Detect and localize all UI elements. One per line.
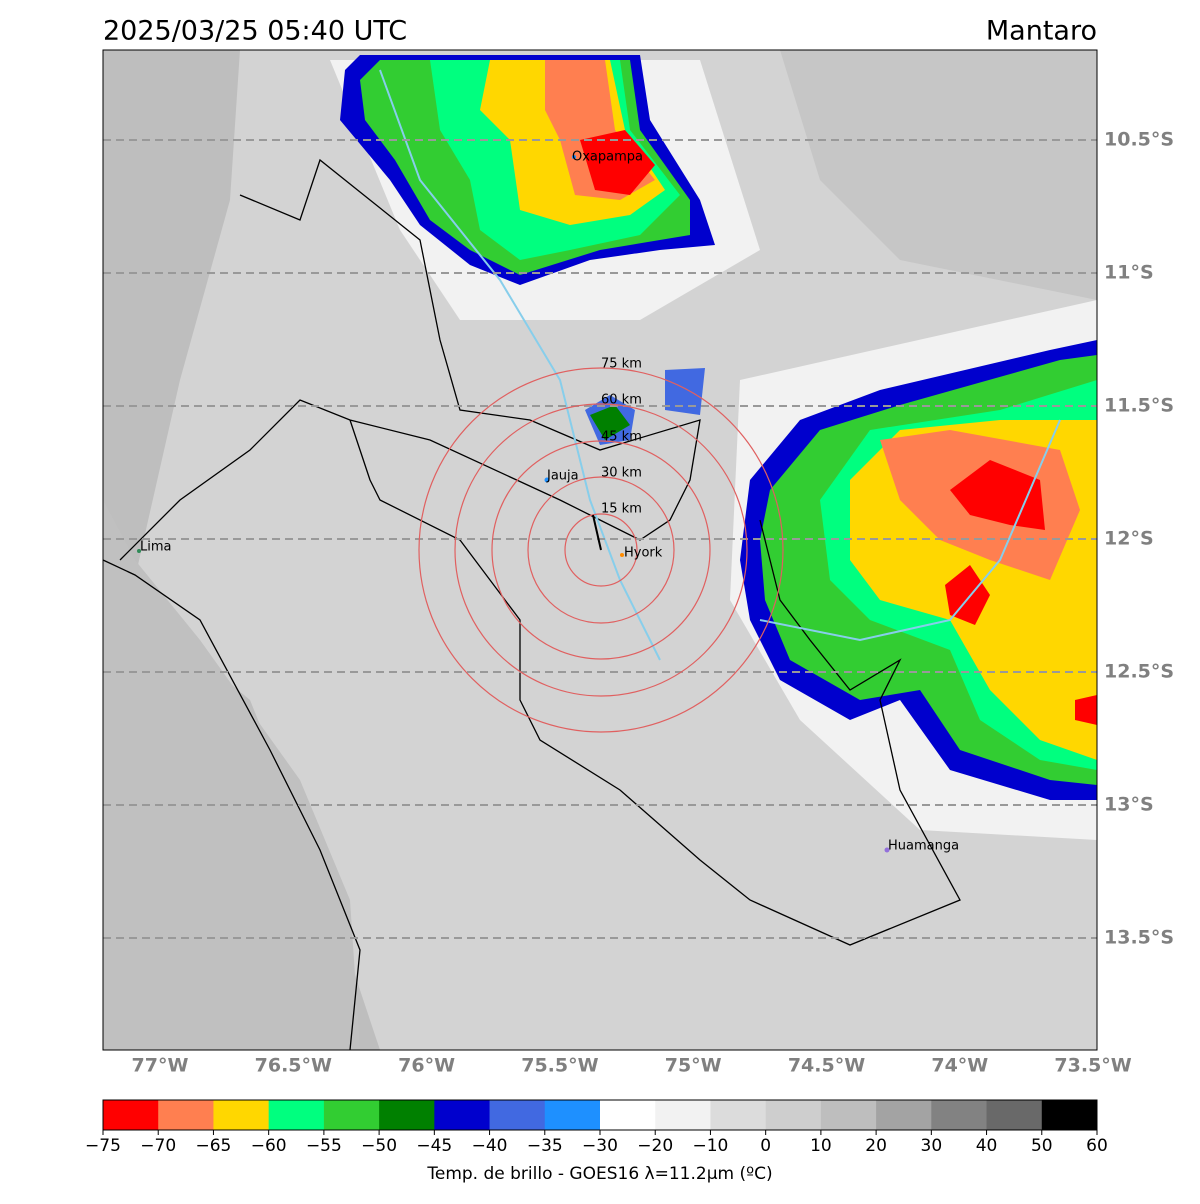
colorbar-tick-label: 40 xyxy=(976,1136,998,1156)
city-label: Jauja xyxy=(546,469,579,484)
colorbar-tick-label: −60 xyxy=(251,1136,287,1156)
lon-label: 76°W xyxy=(398,1055,455,1077)
lon-label: 76.5°W xyxy=(255,1055,332,1077)
coastline xyxy=(103,559,361,1050)
city-label: Hyork xyxy=(624,546,663,561)
colorbar-tick-label: −10 xyxy=(692,1136,728,1156)
city-label: Huamanga xyxy=(888,839,959,854)
colorbar-swatch xyxy=(379,1100,435,1130)
colorbar-label: Temp. de brillo - GOES16 λ=11.2μm (ºC) xyxy=(426,1164,772,1184)
colorbar-swatch xyxy=(103,1100,159,1130)
colorbar-tick-label: −30 xyxy=(582,1136,618,1156)
ring-label: 75 km xyxy=(601,357,642,372)
ring-label: 30 km xyxy=(601,466,642,481)
colorbar: −75 −70 −65 −60 −55 −50 −45 −40 −35 −30 −20 −10 0 10 2… xyxy=(85,1099,1108,1156)
lat-label: 11.5°S xyxy=(1104,395,1174,417)
ocean xyxy=(103,500,360,1050)
city-marker xyxy=(620,553,624,557)
lon-label: 77°W xyxy=(132,1055,189,1077)
ring-label: 45 km xyxy=(601,430,642,445)
colorbar-tick-label: −20 xyxy=(637,1136,673,1156)
colorbar-swatch xyxy=(931,1100,988,1130)
radar-beam xyxy=(592,514,602,551)
lat-label: 12.5°S xyxy=(1104,661,1174,683)
city-marker xyxy=(137,549,141,553)
city-label: Lima xyxy=(140,540,171,555)
lat-labels: 10.5°S 11°S 11.5°S 12°S 12.5°S 13°S 13.5°S xyxy=(1104,129,1174,949)
storm-core xyxy=(1075,695,1097,725)
colorbar-tick-label: 30 xyxy=(921,1136,943,1156)
colorbar-tick-label: 60 xyxy=(1086,1136,1108,1156)
lat-label: 13°S xyxy=(1104,794,1154,816)
colorbar-tick-label: 0 xyxy=(760,1136,771,1156)
storm-core xyxy=(945,565,990,625)
colorbar-swatch xyxy=(489,1100,546,1130)
storm-core xyxy=(580,130,655,195)
lat-label: 12°S xyxy=(1104,528,1154,550)
colorbar-swatch xyxy=(544,1100,601,1130)
colorbar-swatch xyxy=(1041,1100,1098,1130)
colorbar-swatch xyxy=(434,1100,491,1130)
lon-label: 75°W xyxy=(665,1055,722,1077)
city-marker xyxy=(544,477,550,483)
colorbar-tick-label: −55 xyxy=(306,1136,342,1156)
colorbar-swatch xyxy=(600,1100,656,1130)
colorbar-swatch xyxy=(158,1100,214,1130)
lon-label: 73.5°W xyxy=(1054,1055,1131,1077)
colorbar-swatch xyxy=(876,1100,932,1130)
colorbar-tick-label: −70 xyxy=(140,1136,176,1156)
colorbar-swatch xyxy=(710,1100,767,1130)
lon-labels: 77°W 76.5°W 76°W 75.5°W 75°W 74.5°W 74°W 73.5°W xyxy=(132,1055,1132,1077)
colorbar-tick-label: −35 xyxy=(527,1136,563,1156)
colorbar-swatch xyxy=(213,1100,270,1130)
storm xyxy=(665,368,705,415)
city-label: Oxapampa xyxy=(572,150,643,165)
ring-label: 60 km xyxy=(601,393,642,408)
lat-label: 10.5°S xyxy=(1104,129,1174,151)
range-rings xyxy=(418,367,784,733)
colorbar-tick-label: −40 xyxy=(472,1136,508,1156)
city-marker xyxy=(884,847,890,853)
colorbar-tick-label: −65 xyxy=(195,1136,231,1156)
ring-label: 15 km xyxy=(601,502,642,517)
lon-label: 74°W xyxy=(931,1055,988,1077)
colorbar-tick-label: −75 xyxy=(85,1136,121,1156)
colorbar-swatch xyxy=(765,1100,822,1130)
colorbar-tick-label: −45 xyxy=(416,1136,452,1156)
colorbar-tick-label: 10 xyxy=(810,1136,832,1156)
city-marker xyxy=(572,155,576,159)
map-frame xyxy=(102,49,1098,1051)
lat-label: 13.5°S xyxy=(1104,927,1174,949)
colorbar-tick-label: 20 xyxy=(865,1136,887,1156)
colorbar-swatch xyxy=(655,1100,711,1130)
region-name: Mantaro xyxy=(986,16,1097,47)
storm xyxy=(590,405,630,440)
map: 15 km 30 km 45 km 60 km 75 km Oxapampa J… xyxy=(103,50,1097,1050)
colorbar-tick-label: 50 xyxy=(1031,1136,1053,1156)
gridlines xyxy=(103,139,1097,939)
colorbar-swatch xyxy=(986,1100,1043,1130)
lon-label: 74.5°W xyxy=(788,1055,865,1077)
colorbar-swatch xyxy=(268,1100,325,1130)
lon-label: 75.5°W xyxy=(521,1055,598,1077)
gray-cloud xyxy=(780,50,1097,300)
lat-label: 11°S xyxy=(1104,262,1154,284)
colorbar-swatch xyxy=(323,1100,380,1130)
colorbar-tick-label: −50 xyxy=(361,1136,397,1156)
title: 2025/03/25 05:40 UTC xyxy=(103,16,407,47)
colorbar-swatch xyxy=(820,1100,877,1130)
